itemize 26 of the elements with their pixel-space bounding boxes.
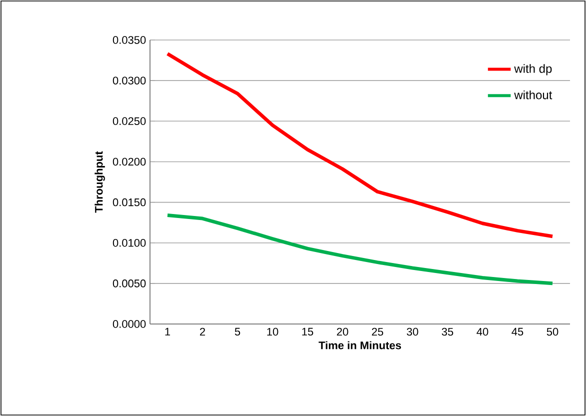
x-tick-label: 5 [234, 328, 240, 336]
x-tick-label: 50 [546, 328, 558, 336]
x-tick-label: 15 [302, 328, 314, 336]
x-tick-label: 40 [476, 328, 488, 336]
line-series [166, 52, 554, 238]
y-tick-label: 0.0350 [112, 36, 146, 44]
x-tick-label: 10 [267, 328, 278, 336]
x-tick-label: 1 [165, 328, 170, 336]
x-tick-label: 30 [406, 328, 418, 336]
x-tick-label: 2 [200, 328, 206, 336]
y-axis-title: Throughput [94, 151, 105, 213]
y-tick-label: 0.0050 [112, 280, 146, 288]
x-tick-label: 25 [372, 328, 384, 336]
legend-label: without [514, 90, 552, 100]
y-tick-label: 0.0150 [112, 198, 146, 206]
legend-label: with dp [514, 64, 552, 76]
y-tick-label: 0.0100 [112, 238, 146, 247]
y-tick-label: 0.0200 [112, 158, 146, 166]
x-tick-label: 20 [336, 328, 348, 336]
y-tick-label: 0.0300 [112, 76, 146, 84]
line-series [166, 214, 554, 286]
y-tick-label: 0.0250 [112, 117, 146, 126]
x-axis-title: Time in Minutes [318, 341, 402, 350]
y-tick-label: 0.0000 [112, 320, 146, 328]
x-tick-label: 45 [512, 328, 524, 336]
x-tick-label: 35 [442, 328, 454, 336]
